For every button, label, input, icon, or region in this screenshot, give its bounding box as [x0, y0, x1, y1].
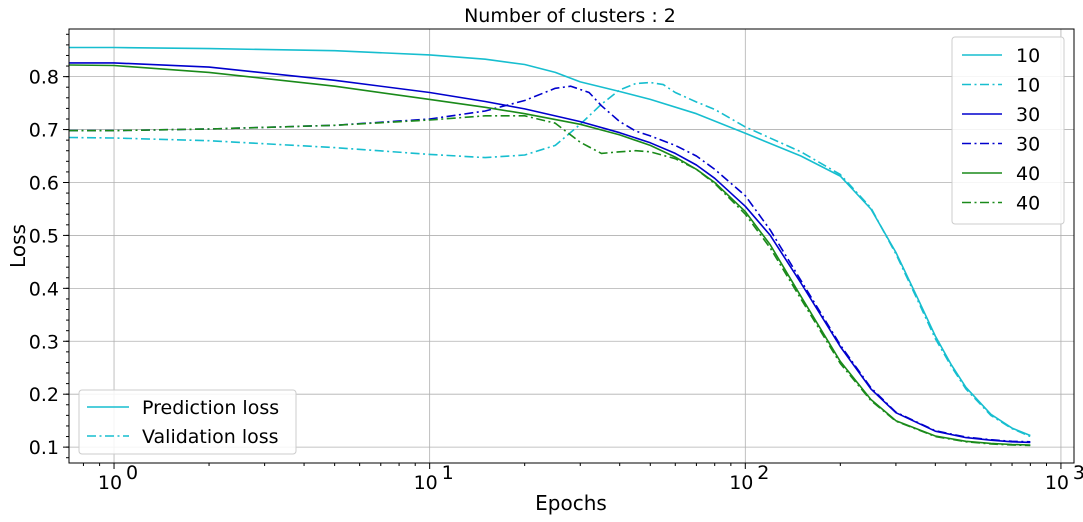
series-line-10-dashdot — [68, 81, 1031, 438]
style-legend-label: Validation loss — [142, 426, 279, 448]
x-tick-exponent: 0 — [126, 462, 138, 484]
style-legend-box — [78, 389, 297, 455]
x-tick-label: 10 — [1045, 472, 1069, 494]
series-line-30-solid — [69, 62, 1031, 444]
series-line-40-dashdot — [69, 115, 1031, 447]
legend-entry-label: 10 — [1016, 75, 1040, 97]
x-tick-label: 10 — [414, 472, 438, 494]
x-tick-exponent: 3 — [1073, 462, 1083, 484]
legend-entry-label: 30 — [1016, 134, 1040, 156]
x-tick-exponent: 1 — [442, 462, 454, 484]
axis-ticks: 10 0 10 1 10 2 10 30.10.20.30.40.50.60.70.8 — [29, 33, 1083, 494]
series-legend: 10 10 30 30 40 40 — [951, 36, 1065, 225]
series-line-30-dashdot — [69, 85, 1031, 443]
style-legend: Prediction loss Validation loss — [78, 389, 297, 455]
series-line-10-solid — [69, 46, 1031, 437]
series-legend-box — [951, 36, 1065, 225]
legend-entry-label: 10 — [1016, 45, 1040, 67]
y-tick-label: 0.8 — [29, 67, 59, 89]
y-tick-label: 0.6 — [29, 172, 59, 194]
y-axis-label: Loss — [6, 224, 30, 268]
y-tick-label: 0.7 — [29, 120, 59, 142]
x-tick-label: 10 — [729, 472, 753, 494]
y-tick-label: 0.2 — [29, 384, 59, 406]
legend-entry-label: 40 — [1016, 193, 1040, 215]
plot-frame — [68, 28, 1075, 464]
y-tick-label: 0.5 — [29, 225, 59, 247]
legend-entry-label: 40 — [1016, 163, 1040, 185]
style-legend-label: Prediction loss — [142, 397, 279, 419]
x-axis-label: Epochs — [535, 491, 607, 515]
x-tick-label: 10 — [98, 472, 122, 494]
y-tick-label: 0.4 — [29, 278, 59, 300]
y-tick-label: 0.1 — [29, 437, 59, 459]
legend-entry-label: 30 — [1016, 104, 1040, 126]
chart-title: Number of clusters : 2 — [464, 5, 676, 27]
y-tick-label: 0.3 — [29, 331, 59, 353]
plot-lines — [68, 46, 1031, 447]
x-tick-exponent: 2 — [757, 462, 769, 484]
